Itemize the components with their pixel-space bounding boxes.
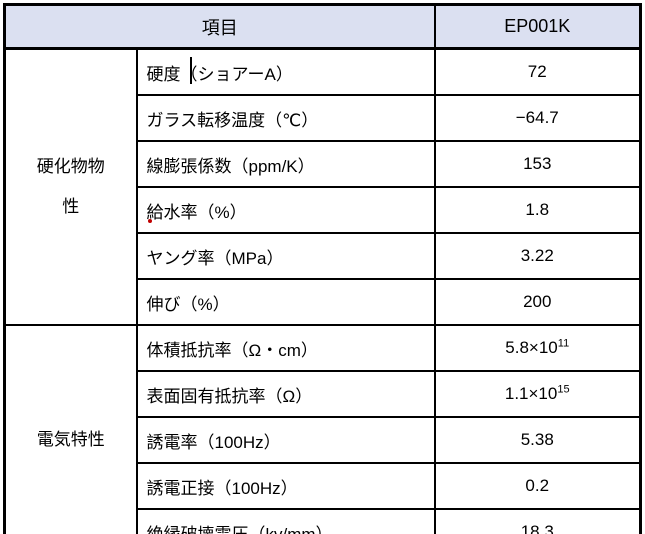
label-cell[interactable]: 誘電率（100Hz）: [135, 416, 436, 464]
table-row: ガラス転移温度（℃） −64.7: [5, 94, 642, 142]
label-cell[interactable]: 絶縁破壊電圧（kv/mm）: [135, 508, 436, 534]
spec-label: 体積抵抗率（Ω・cm）: [146, 340, 318, 360]
header-row: 項目 EP001K: [3, 3, 642, 50]
spec-value: 3.22: [520, 246, 554, 265]
group-cell-cured-properties[interactable]: 硬化物物 性: [3, 47, 138, 326]
spec-label: 絶縁破壊電圧（kv/mm）: [146, 524, 333, 534]
red-marker-dot: [148, 219, 152, 223]
spec-value-exponent: 15: [557, 383, 570, 396]
table-row: 伸び（%） 200: [5, 278, 642, 326]
group-label-line: 電気特性: [36, 430, 105, 449]
value-cell[interactable]: 5.8×1011: [433, 324, 642, 372]
value-cell[interactable]: 5.38: [433, 416, 642, 464]
table-row: 電気特性 体積抵抗率（Ω・cm） 5.8×1011: [3, 324, 642, 534]
value-cell[interactable]: −64.7: [433, 94, 642, 142]
spec-label: 表面固有抵抗率（Ω）: [146, 386, 313, 406]
spec-value: 0.2: [525, 476, 550, 495]
spec-label: 線膨張係数（ppm/K）: [146, 156, 315, 176]
spec-value-exponent: 11: [557, 337, 570, 350]
spec-table: 項目 EP001K 硬化物物 性 硬度（ショアーA） 72 ガラス転移温度（℃）…: [3, 3, 642, 534]
table-row: 誘電率（100Hz） 5.38: [5, 416, 642, 464]
value-cell[interactable]: 200: [433, 278, 642, 326]
value-cell[interactable]: 18.3: [433, 508, 642, 534]
table-row: 給水率（%） 1.8: [5, 186, 642, 234]
spec-value: 1.8: [525, 200, 550, 219]
value-cell[interactable]: 72: [433, 47, 642, 96]
group-cell-electrical-properties[interactable]: 電気特性: [3, 324, 138, 534]
value-cell[interactable]: 153: [433, 140, 642, 188]
label-cell[interactable]: ガラス転移温度（℃）: [135, 94, 436, 142]
table-row: 誘電正接（100Hz） 0.2: [5, 462, 642, 510]
spec-value: 72: [527, 62, 547, 81]
spec-label: ガラス転移温度（℃）: [146, 110, 319, 130]
label-cell[interactable]: ヤング率（MPa）: [135, 232, 436, 280]
group-label-line: 硬化物物: [36, 157, 105, 176]
table-row: 硬化物物 性 硬度（ショアーA） 72: [3, 47, 642, 326]
spec-value: 200: [523, 292, 552, 311]
value-cell[interactable]: 3.22: [433, 232, 642, 280]
spec-label: 硬度（ショアーA）: [146, 64, 293, 84]
label-cell[interactable]: 誘電正接（100Hz）: [135, 462, 436, 510]
header-cell-product[interactable]: EP001K: [433, 3, 642, 50]
text-caret: [190, 57, 192, 84]
spec-label: 伸び（%）: [146, 294, 230, 314]
value-cell[interactable]: 1.1×1015: [433, 370, 642, 418]
label-cell[interactable]: 線膨張係数（ppm/K）: [135, 140, 436, 188]
header-cell-item[interactable]: 項目: [3, 3, 436, 50]
group-label-line: 性: [62, 197, 80, 216]
table-row: ヤング率（MPa） 3.22: [5, 232, 642, 280]
spec-value: 5.8×10: [505, 338, 558, 357]
label-cell[interactable]: 硬度（ショアーA）: [135, 47, 436, 96]
value-cell[interactable]: 1.8: [433, 186, 642, 234]
label-cell[interactable]: 表面固有抵抗率（Ω）: [135, 370, 436, 418]
table-row: 絶縁破壊電圧（kv/mm） 18.3: [5, 508, 642, 534]
spec-value: 18.3: [520, 522, 554, 534]
table-row: 線膨張係数（ppm/K） 153: [5, 140, 642, 188]
label-cell[interactable]: 給水率（%）: [135, 186, 436, 234]
spec-label: ヤング率（MPa）: [146, 248, 284, 268]
spec-value: −64.7: [515, 108, 559, 127]
value-cell[interactable]: 0.2: [433, 462, 642, 510]
spec-label: 誘電率（100Hz）: [146, 432, 281, 452]
table-row: 表面固有抵抗率（Ω） 1.1×1015: [5, 370, 642, 418]
spec-value: 1.1×10: [504, 384, 558, 403]
label-cell[interactable]: 体積抵抗率（Ω・cm）: [135, 324, 436, 372]
spec-value: 153: [523, 154, 552, 173]
label-cell[interactable]: 伸び（%）: [135, 278, 436, 326]
spec-label: 給水率（%）: [146, 202, 247, 222]
spec-label: 誘電正接（100Hz）: [146, 478, 298, 498]
spec-value: 5.38: [520, 430, 554, 449]
